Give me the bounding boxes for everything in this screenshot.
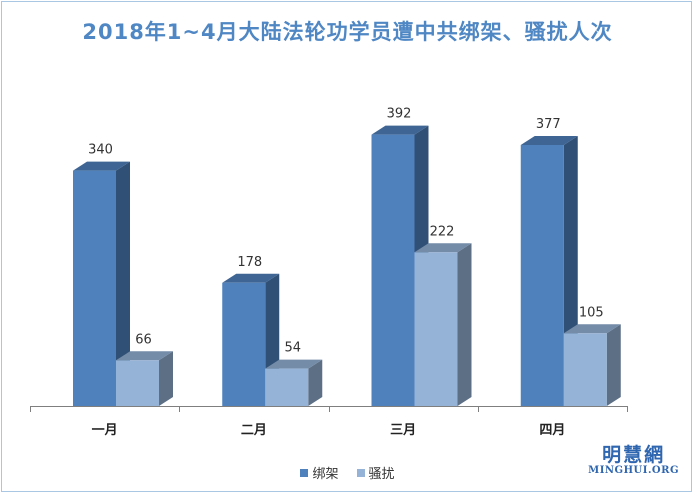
legend-label-harass: 骚扰 (368, 467, 395, 482)
bar-harass-1 (116, 351, 173, 406)
legend-item-kidnap: 绑架 (300, 463, 339, 482)
bar-side (159, 351, 173, 406)
bar-front (520, 145, 564, 406)
bar-top (563, 324, 621, 334)
data-label: 105 (579, 305, 604, 320)
bar-top (222, 273, 280, 283)
data-label: 340 (88, 143, 113, 158)
bar-top (265, 359, 323, 369)
category-label: 二月 (241, 423, 267, 438)
data-label: 377 (536, 117, 561, 132)
category-label: 三月 (390, 423, 416, 438)
bar-top (371, 125, 429, 135)
data-label: 392 (387, 107, 412, 122)
chart-legend: 绑架 骚扰 (0, 463, 695, 482)
bar-top (116, 351, 173, 361)
logo-english-text: MINGHUI.ORG (588, 465, 679, 476)
minghui-logo: 明慧網 MINGHUI.ORG (588, 440, 679, 476)
bar-front (371, 134, 415, 406)
bar-front (265, 368, 309, 406)
bar-front (73, 170, 116, 406)
legend-swatch-kidnap (300, 468, 309, 477)
bar-side (116, 161, 130, 406)
bar-front (222, 282, 266, 406)
legend-swatch-harass (356, 468, 365, 477)
bar-harass-3 (414, 243, 472, 406)
bar-side (457, 243, 472, 406)
data-label: 178 (237, 255, 262, 270)
legend-label-kidnap: 绑架 (312, 467, 339, 482)
bar-harass-4 (563, 324, 621, 406)
bar-side (606, 324, 621, 406)
legend-item-harass: 骚扰 (356, 463, 395, 482)
bar-harass-2 (265, 359, 323, 406)
bar-front (116, 360, 159, 406)
data-label: 66 (135, 332, 152, 347)
chart-title: 2018年1~4月大陆法轮功学员遭中共绑架、骚扰人次 (82, 20, 613, 44)
bar-front (563, 333, 607, 406)
bar-side (308, 359, 323, 406)
bar-top (414, 243, 472, 253)
bar-front (414, 252, 458, 406)
category-label: 四月 (539, 423, 565, 438)
data-label: 222 (430, 224, 455, 239)
category-label: 一月 (92, 423, 118, 438)
bar-top (520, 136, 578, 146)
bar-top (73, 161, 130, 171)
logo-chinese-text: 明慧網 (602, 444, 666, 466)
bar-kidnap-1 (73, 161, 130, 406)
data-label: 54 (284, 341, 301, 356)
